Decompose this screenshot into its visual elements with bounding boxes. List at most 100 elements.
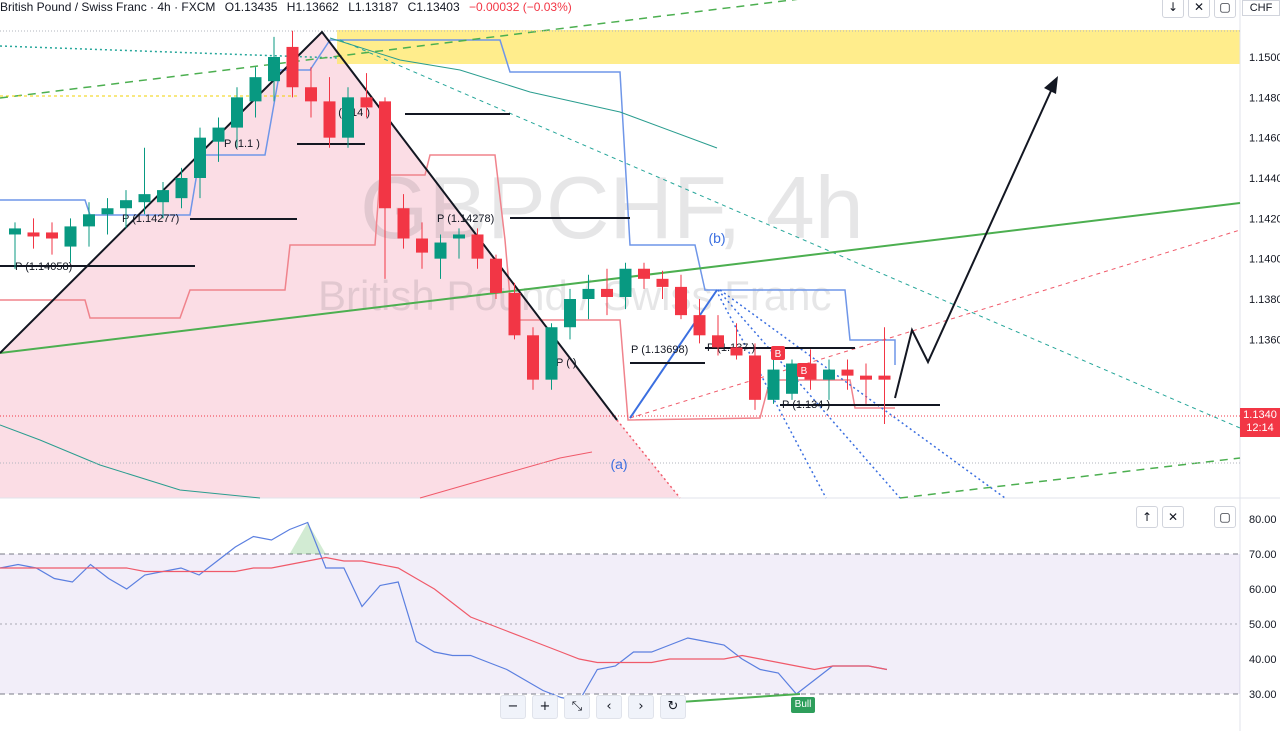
sell-badge-text: B [775,349,782,360]
candle-body [286,46,299,88]
candle-body [527,335,539,380]
bull-divergence-badge: Bull [791,697,815,713]
projection-path [894,81,1056,399]
candle-body [490,258,502,293]
candle-body [619,268,632,297]
last-price-tag: 1.1340 12:14 [1240,408,1280,437]
upper-band-line [0,39,896,365]
candle-body [860,375,872,380]
maximize-icon[interactable]: ▢ [1214,0,1236,18]
dotted-teal-line [0,45,339,59]
pivot-label: P ( ) [556,357,577,369]
blue-dotted-1 [715,289,827,499]
projection-arrow-icon [1044,76,1058,94]
sell-badge [797,363,811,377]
maximize-pane-icon[interactable]: ▢ [1214,506,1236,528]
candle-body [360,97,373,108]
candle-body [656,278,669,287]
scroll-left-button[interactable]: ‹ [596,695,622,719]
candle-body [231,97,243,128]
y-tick-label: 1.1480 [1249,92,1280,104]
moving-average-red [419,451,593,499]
blue-dotted-2 [717,289,901,499]
symbol-header: British Pound / Swiss Franc · 4h · FXCM … [0,0,578,16]
candle-body [638,268,650,279]
moving-average-low [0,424,261,499]
sell-badge-text: B [801,366,808,377]
wave-label: (b) [708,230,725,246]
wave-label: (a) [610,456,627,472]
watermark-title: GBPCHF, 4h [360,158,864,257]
currency-label[interactable]: CHF [1242,0,1280,16]
candle-body [693,315,706,336]
candle-body [194,137,206,178]
symbol-name: British Pound / Swiss Franc · 4h · FXCM [0,0,216,14]
scroll-right-button[interactable]: › [628,695,654,719]
candle-body [434,242,447,259]
y-tick-label: 1.1500 [1249,52,1280,64]
open-value: O1.13435 [224,0,278,14]
teal-dashed-channel [339,39,1241,429]
rsi-tick-label: 30.00 [1249,689,1277,701]
reset-chart-icon[interactable]: ↻ [660,695,686,719]
red-dotted-extension [616,419,681,499]
candle-body [212,127,225,142]
green-dashed-upper [0,0,798,99]
zoom-in-button[interactable]: + [532,695,558,719]
sell-badge [771,346,785,360]
candle-body [9,228,21,235]
green-dashed-lower [899,457,1241,499]
abc-wave-black [0,30,618,421]
rsi-tick-label: 70.00 [1249,549,1277,561]
candle-body [823,369,835,380]
candle-body [342,97,354,138]
candle-body [508,292,521,336]
rsi-signal-line [0,556,888,671]
collapse-icon[interactable]: ✕ [1188,0,1210,18]
zoom-out-button[interactable]: − [500,695,526,719]
candle-body [841,369,854,376]
candle-body [120,200,132,209]
candle-body [712,335,724,348]
last-price: 1.1340 [1243,409,1277,421]
arrow-down-icon[interactable]: ↓ [1162,0,1184,18]
candle-body [323,101,336,138]
rsi-tick-label: 60.00 [1249,584,1277,596]
candle-body [175,178,188,199]
candle-body [601,288,613,297]
candle-body [101,208,114,215]
candle-body [675,286,687,316]
pivot-label: P (1.14278) [437,213,494,225]
y-tick-label: 1.1440 [1249,173,1280,185]
pink-area [0,32,680,498]
reset-scale-icon[interactable]: ⤡ [564,695,590,719]
move-up-icon[interactable]: ↑ [1136,506,1158,528]
supply-zone [337,30,1240,64]
rsi-pane: 80.00 70.00 60.00 50.00 40.00 30.00 [0,514,1277,703]
y-tick-label: 1.1360 [1249,334,1280,346]
candle-body [379,101,391,209]
candle-body [397,208,410,239]
low-value: L1.13187 [348,0,399,14]
y-tick-label: 1.1400 [1249,254,1280,266]
y-tick-label: 1.1380 [1249,294,1280,306]
change-value: −0.00032 (−0.03%) [468,0,572,14]
blue-dotted-3 [719,289,1006,499]
lower-band-line [0,154,895,421]
candle-body [46,232,58,239]
candle-body [249,77,262,102]
candle-body [268,57,280,82]
candle-body [564,299,576,328]
wave-b-blue [629,289,718,419]
rsi-tick-label: 50.00 [1249,619,1277,631]
y-tick-label: 1.1460 [1249,133,1280,145]
candle-body [305,87,317,102]
pivot-label: P (1.134 ) [782,399,830,411]
candle-body [749,355,761,400]
bar-timer: 12:14 [1246,422,1274,434]
candle-body [545,327,558,380]
rsi-tick-label: 80.00 [1249,514,1277,526]
close-pane-icon[interactable]: ✕ [1162,506,1184,528]
